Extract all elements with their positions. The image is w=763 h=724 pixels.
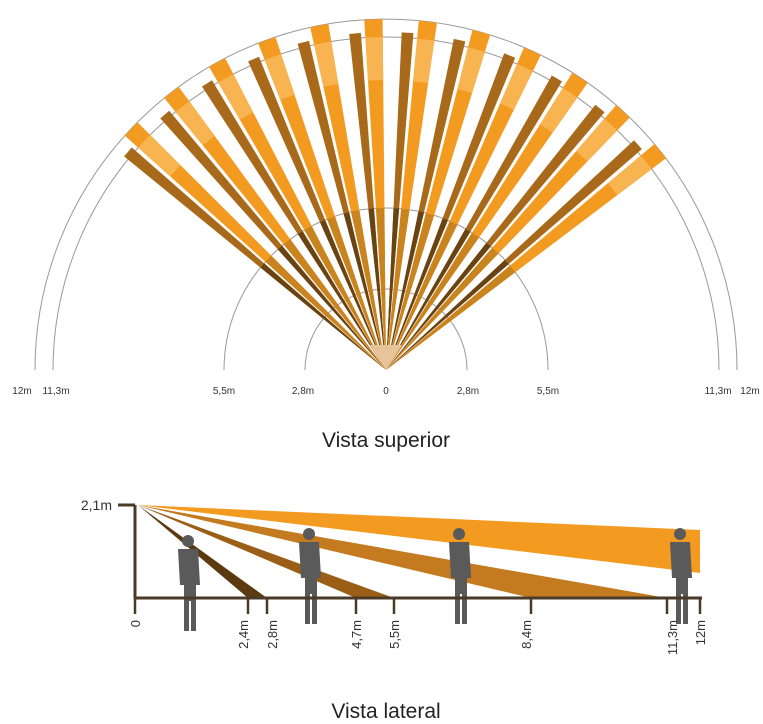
- person-body: [178, 549, 200, 631]
- beam-tip: [138, 134, 181, 177]
- beam-mid-far: [138, 505, 667, 598]
- beam: [364, 19, 386, 370]
- beam-inner: [386, 221, 458, 370]
- beam-inner: [376, 208, 386, 370]
- label: 11,3m: [42, 386, 69, 397]
- beam-dark-inner: [386, 259, 509, 370]
- caption: Vista lateral: [331, 700, 440, 723]
- beam-dark-inner: [386, 242, 491, 370]
- beam-tip: [365, 37, 384, 81]
- beam-tip: [457, 47, 485, 94]
- beam-dark-inner: [260, 263, 386, 370]
- person-body: [670, 542, 692, 624]
- person-body: [449, 542, 471, 624]
- x-ticks: [133, 598, 702, 614]
- beam-dark-inner: [386, 228, 471, 370]
- beam-inner: [327, 216, 386, 370]
- people: [178, 528, 692, 631]
- x-label: 2,8m: [265, 620, 280, 649]
- beam-inner: [283, 239, 386, 370]
- caption: Vista superior: [322, 429, 450, 452]
- beam-dark-inner: [368, 208, 386, 370]
- beam-tip: [500, 63, 533, 110]
- beam-dark-inner: [386, 218, 448, 370]
- beam-dark-inner: [297, 231, 386, 370]
- beam-near: [138, 505, 267, 598]
- beam-dark: [386, 32, 414, 371]
- label: 12m: [12, 386, 31, 397]
- x-label: 0: [128, 620, 143, 627]
- beam-tip: [576, 118, 618, 162]
- beam-dark-inner: [386, 211, 424, 370]
- side-axis-labels: 0 2,4m 2,8m 4,7m 5,5m 8,4m 11,3m 12m: [128, 620, 708, 655]
- beam-dark-inner: [386, 208, 400, 370]
- label: 2,8m: [292, 386, 314, 397]
- top-beams: [124, 19, 666, 371]
- beam-tip: [175, 101, 215, 146]
- beam-tip: [413, 38, 435, 84]
- beam-mid: [138, 505, 394, 598]
- beam-inner: [386, 247, 499, 370]
- height-label: 2,1m: [81, 497, 112, 513]
- person-head: [182, 535, 194, 547]
- origin-fan: [370, 345, 402, 370]
- label: 2,8m: [457, 386, 479, 397]
- beam-inner: [386, 265, 516, 370]
- beam-inner: [386, 232, 480, 370]
- x-label: 2,4m: [236, 620, 251, 649]
- arc-11-3m: [52, 36, 720, 371]
- person-head: [303, 528, 315, 540]
- beam-tip: [218, 74, 254, 120]
- beam-dark-inner: [277, 245, 386, 370]
- beam-tip: [314, 41, 339, 87]
- person-body: [299, 542, 321, 624]
- label: 0: [383, 386, 389, 397]
- x-label: 8,4m: [519, 620, 534, 649]
- arc-5-5m: [223, 207, 549, 371]
- beam-inner: [386, 208, 410, 370]
- side-axes: [118, 503, 702, 600]
- beam-inner: [265, 255, 386, 370]
- person-head: [453, 528, 465, 540]
- label: 5,5m: [213, 386, 235, 397]
- beam-far: [138, 505, 700, 573]
- beam-inner: [304, 226, 386, 370]
- arc-2-8m: [304, 288, 468, 371]
- label: 5,5m: [537, 386, 559, 397]
- arc-12m: [34, 18, 738, 371]
- top-axis-labels: 12m 11,3m 5,5m 2,8m 0 2,8m 5,5m 11,3m 12…: [12, 386, 759, 397]
- range-arcs: [34, 18, 738, 371]
- label: 12m: [740, 386, 759, 397]
- beam-inner: [386, 213, 435, 370]
- x-label: 12m: [693, 620, 708, 645]
- x-label: 11,3m: [665, 620, 680, 655]
- person-head: [674, 528, 686, 540]
- beam-tip: [607, 155, 652, 196]
- x-label: 5,5m: [387, 620, 402, 649]
- side-beams: [138, 505, 700, 598]
- beam-dark-inner: [319, 219, 386, 370]
- beam-tip: [264, 54, 295, 100]
- label: 11,3m: [704, 386, 731, 397]
- beam-tip: [540, 87, 578, 133]
- x-label: 4,7m: [349, 620, 364, 649]
- beam-inner: [351, 210, 386, 370]
- beam-dark-inner: [343, 212, 386, 370]
